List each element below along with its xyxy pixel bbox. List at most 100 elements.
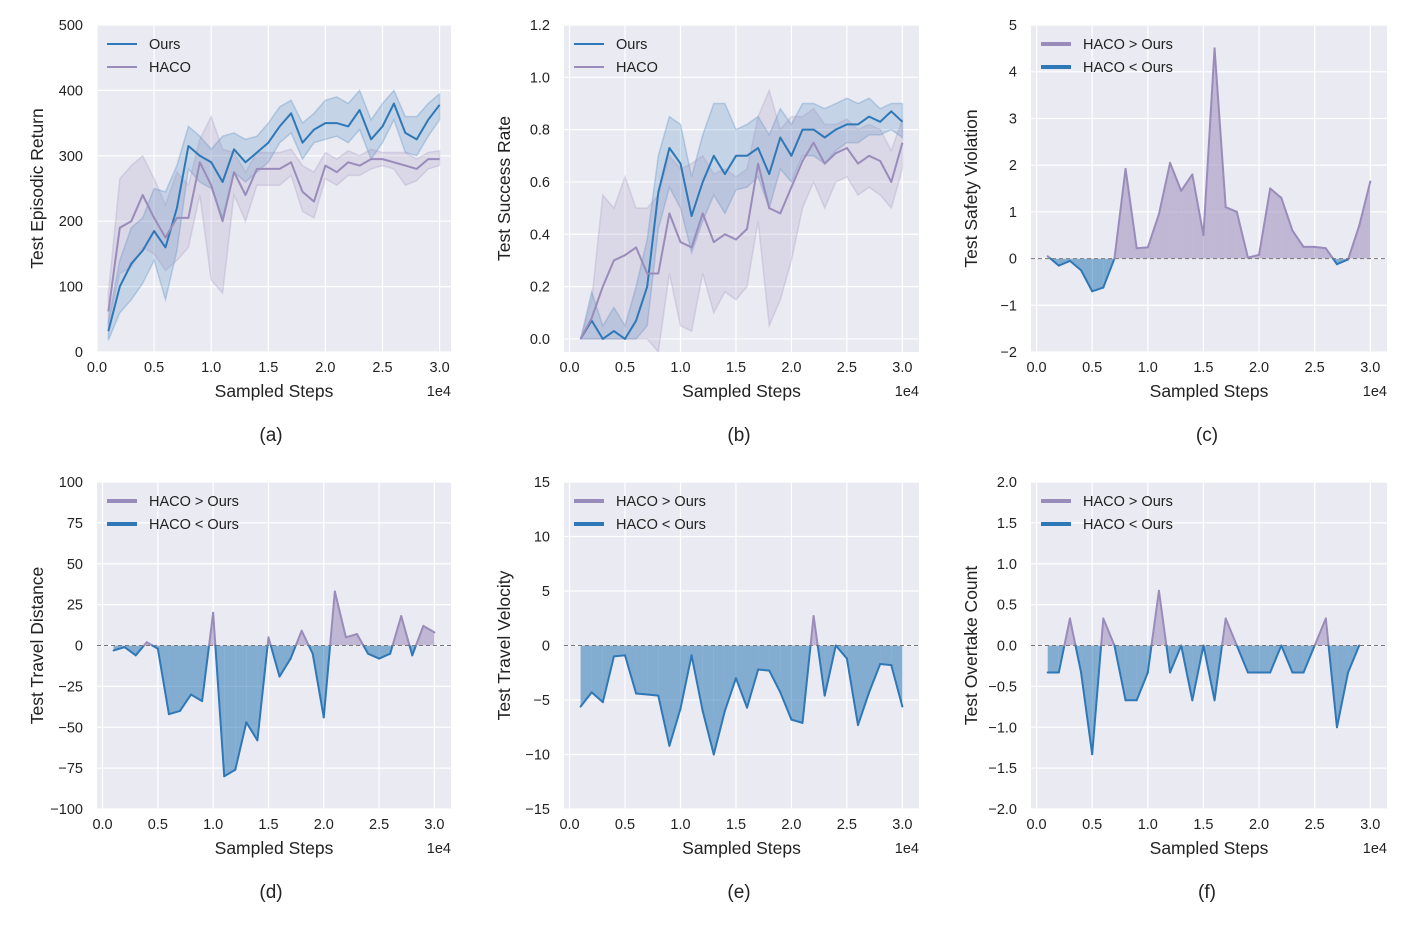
difference-line-segment xyxy=(801,644,812,724)
x-tick-label: 2.5 xyxy=(369,817,389,833)
difference-line-segment xyxy=(300,629,310,647)
x-offset-label: 1e4 xyxy=(895,384,919,400)
y-tick-label: 75 xyxy=(67,516,83,532)
difference-line-segment xyxy=(167,709,181,716)
legend-label: HACO > Ours xyxy=(616,494,706,510)
y-axis-label: Test Travel Distance xyxy=(27,567,47,725)
x-tick-label: 2.0 xyxy=(781,360,801,376)
difference-line-segment xyxy=(701,709,715,756)
difference-line-segment xyxy=(1049,257,1060,267)
legend-label: HACO < Ours xyxy=(1083,60,1173,76)
y-tick-label: 0 xyxy=(1009,252,1017,268)
x-axis-label: Sampled Steps xyxy=(1150,381,1269,401)
difference-line-segment xyxy=(790,718,804,724)
area-haco-greater xyxy=(1158,162,1171,259)
legend-label: Ours xyxy=(616,37,647,53)
series-line-ours xyxy=(107,102,441,332)
legend-label: HACO < Ours xyxy=(1083,517,1173,533)
area-haco-less xyxy=(658,645,670,746)
area-haco-less xyxy=(713,645,725,755)
difference-line-segment xyxy=(1191,173,1205,237)
difference-line-segment xyxy=(307,644,314,655)
difference-line-segment xyxy=(1224,617,1238,647)
difference-line-segment xyxy=(1113,644,1127,702)
area-haco-less xyxy=(1292,645,1304,673)
x-tick-label: 0.5 xyxy=(1082,817,1102,833)
area-haco-greater xyxy=(1314,246,1326,259)
subplot-caption: (f) xyxy=(1198,882,1216,903)
x-offset-label: 1e4 xyxy=(427,384,451,400)
y-tick-label: 50 xyxy=(67,557,83,573)
x-tick-label: 0.0 xyxy=(92,817,112,833)
x-tick-label: 2.5 xyxy=(372,360,392,376)
plot-marks xyxy=(1046,47,1372,293)
difference-line-segment xyxy=(679,654,693,710)
difference-line-segment xyxy=(378,652,392,660)
area-haco-less xyxy=(647,645,659,696)
y-tick-label: 0 xyxy=(75,345,83,361)
difference-line-segment xyxy=(362,644,370,655)
difference-line-segment xyxy=(223,768,237,778)
difference-line-segment xyxy=(890,664,904,708)
x-tick-label: 1.5 xyxy=(1193,360,1213,376)
difference-line-segment xyxy=(267,636,272,647)
subplot-c: 0.0 0.5 1.0 1.5 2.0 2.5 3.0 −2 −1 0 1 2 3 4 5 Sampled S… xyxy=(961,18,1387,446)
y-tick-label: 200 xyxy=(59,214,83,230)
x-tick-label: 2.5 xyxy=(1305,817,1325,833)
difference-line-segment xyxy=(668,707,682,747)
legend-label: HACO > Ours xyxy=(149,494,239,510)
difference-line-segment xyxy=(612,654,627,658)
area-haco-less xyxy=(780,645,792,720)
y-tick-label: 10 xyxy=(534,530,550,546)
difference-line-segment xyxy=(1291,229,1305,248)
area-haco-greater xyxy=(1170,162,1182,259)
y-tick-label: 100 xyxy=(59,475,83,491)
area-haco-less xyxy=(246,645,258,741)
x-tick-label: 1.0 xyxy=(1138,817,1158,833)
difference-line-segment xyxy=(1269,187,1283,199)
y-tick-label: 0.2 xyxy=(530,280,550,296)
difference-line-segment xyxy=(1347,224,1361,260)
difference-line-segment xyxy=(156,647,170,716)
area-haco-less xyxy=(591,645,603,703)
difference-line-segment xyxy=(834,644,848,660)
difference-line-segment xyxy=(245,721,259,742)
difference-line-segment xyxy=(868,663,882,694)
y-tick-label: 1.2 xyxy=(530,18,550,34)
subplot-caption: (d) xyxy=(259,882,282,903)
y-tick-label: 1.0 xyxy=(530,70,550,86)
y-axis-label: Test Episodic Return xyxy=(27,108,47,269)
difference-line-segment xyxy=(214,644,226,778)
x-tick-label: 1.5 xyxy=(1193,817,1213,833)
area-haco-less xyxy=(747,645,759,708)
difference-line-segment xyxy=(746,668,760,709)
difference-line-segment xyxy=(234,721,248,771)
difference-line-segment xyxy=(1258,187,1272,256)
difference-line-segment xyxy=(1332,257,1338,266)
difference-line-segment xyxy=(1235,210,1249,259)
difference-line-segment xyxy=(779,691,793,721)
area-haco-less xyxy=(724,645,736,711)
difference-line-segment xyxy=(1165,644,1172,674)
y-tick-label: 15 xyxy=(534,475,550,491)
difference-line-segment xyxy=(208,611,215,647)
difference-line-segment xyxy=(391,615,403,647)
x-tick-label: 0.0 xyxy=(1026,360,1046,376)
x-tick-label: 0.0 xyxy=(87,360,107,376)
y-tick-label: 0.5 xyxy=(997,598,1017,614)
y-tick-label: −75 xyxy=(58,761,83,777)
subplot-b: 0.0 0.5 1.0 1.5 2.0 2.5 3.0 0.0 0.2 0.4 0.6 0.8 1.0 1… xyxy=(494,18,919,446)
x-tick-label: 2.5 xyxy=(837,360,857,376)
x-tick-label: 3.0 xyxy=(1360,817,1380,833)
x-tick-label: 0.0 xyxy=(1026,817,1046,833)
difference-line-segment xyxy=(1221,617,1227,647)
difference-line-segment xyxy=(1080,269,1094,293)
area-haco-less xyxy=(1125,645,1137,701)
x-tick-label: 1.0 xyxy=(201,360,221,376)
y-tick-label: 1.0 xyxy=(997,557,1017,573)
x-tick-label: 0.5 xyxy=(1082,360,1102,376)
x-tick-label: 3.0 xyxy=(429,360,449,376)
difference-line-segment xyxy=(1224,206,1238,213)
difference-line-segment xyxy=(1157,161,1172,216)
difference-line-segment xyxy=(601,655,615,704)
